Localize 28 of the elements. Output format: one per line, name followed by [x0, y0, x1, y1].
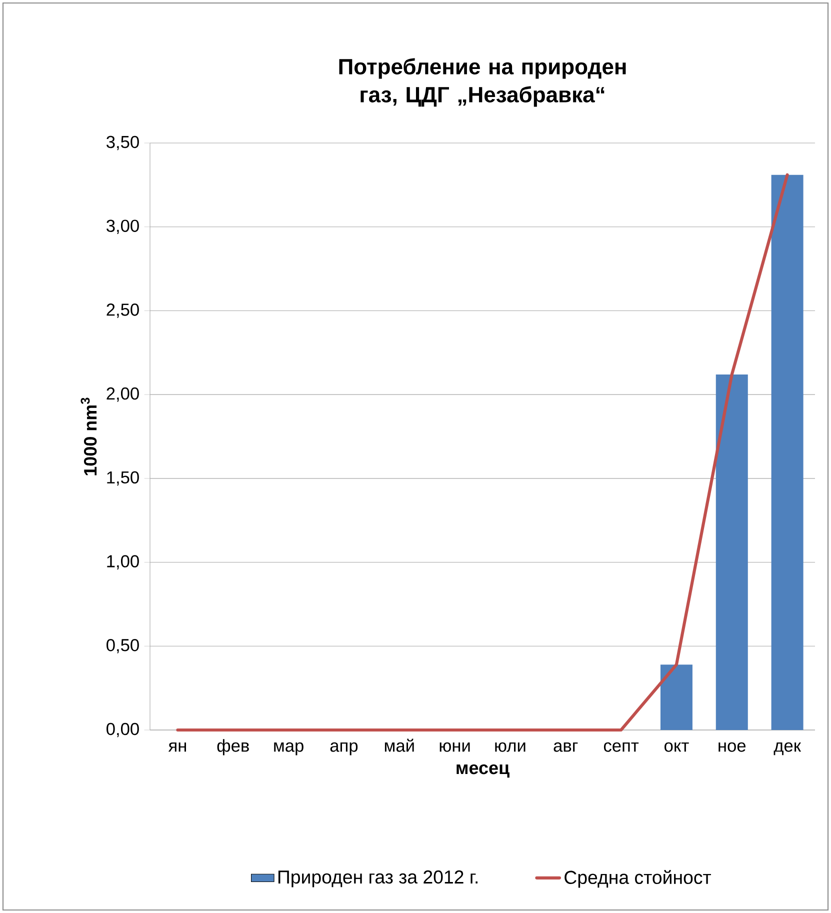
x-tick-label: дек: [774, 742, 802, 756]
y-tick-label: 2,00: [106, 387, 139, 402]
x-tick-label: авг: [554, 742, 578, 752]
y-axis-title: 1000 nm$^{3}$: [80, 398, 97, 476]
chart-title: Потребление на природен газ, ЦДГ „Незабравка“: [339, 58, 626, 107]
y-tick-label: 2,50: [106, 304, 139, 318]
y-tick-label: 1,50: [107, 471, 139, 486]
x-tick-label: мар: [274, 742, 304, 756]
y-tick-label: 3,00: [106, 220, 139, 234]
y-tick-label: 0,50: [106, 638, 139, 654]
x-tick-label: май: [384, 738, 414, 752]
x-tick-label: фев: [217, 739, 249, 756]
x-tick-label: септ: [604, 742, 639, 752]
bar: [771, 174, 804, 730]
y-tick-label: 0,00: [106, 722, 139, 738]
y-tick-label: 1,00: [107, 555, 139, 570]
x-tick-label: апр: [330, 742, 358, 756]
y-tick-label: 3,50: [106, 136, 139, 150]
x-tick-label: юни: [440, 742, 470, 752]
bar: [660, 664, 692, 730]
legend-label: Природен газ за 2012 г.: [278, 870, 478, 888]
x-tick-label: ное: [718, 742, 746, 752]
x-tick-label: окт: [664, 742, 689, 752]
x-axis-title: месец: [456, 764, 510, 778]
bar: [716, 374, 748, 730]
x-tick-label: ян: [168, 742, 186, 752]
legend-label: Средна стойност: [564, 870, 712, 888]
x-tick-label: юли: [495, 742, 526, 752]
